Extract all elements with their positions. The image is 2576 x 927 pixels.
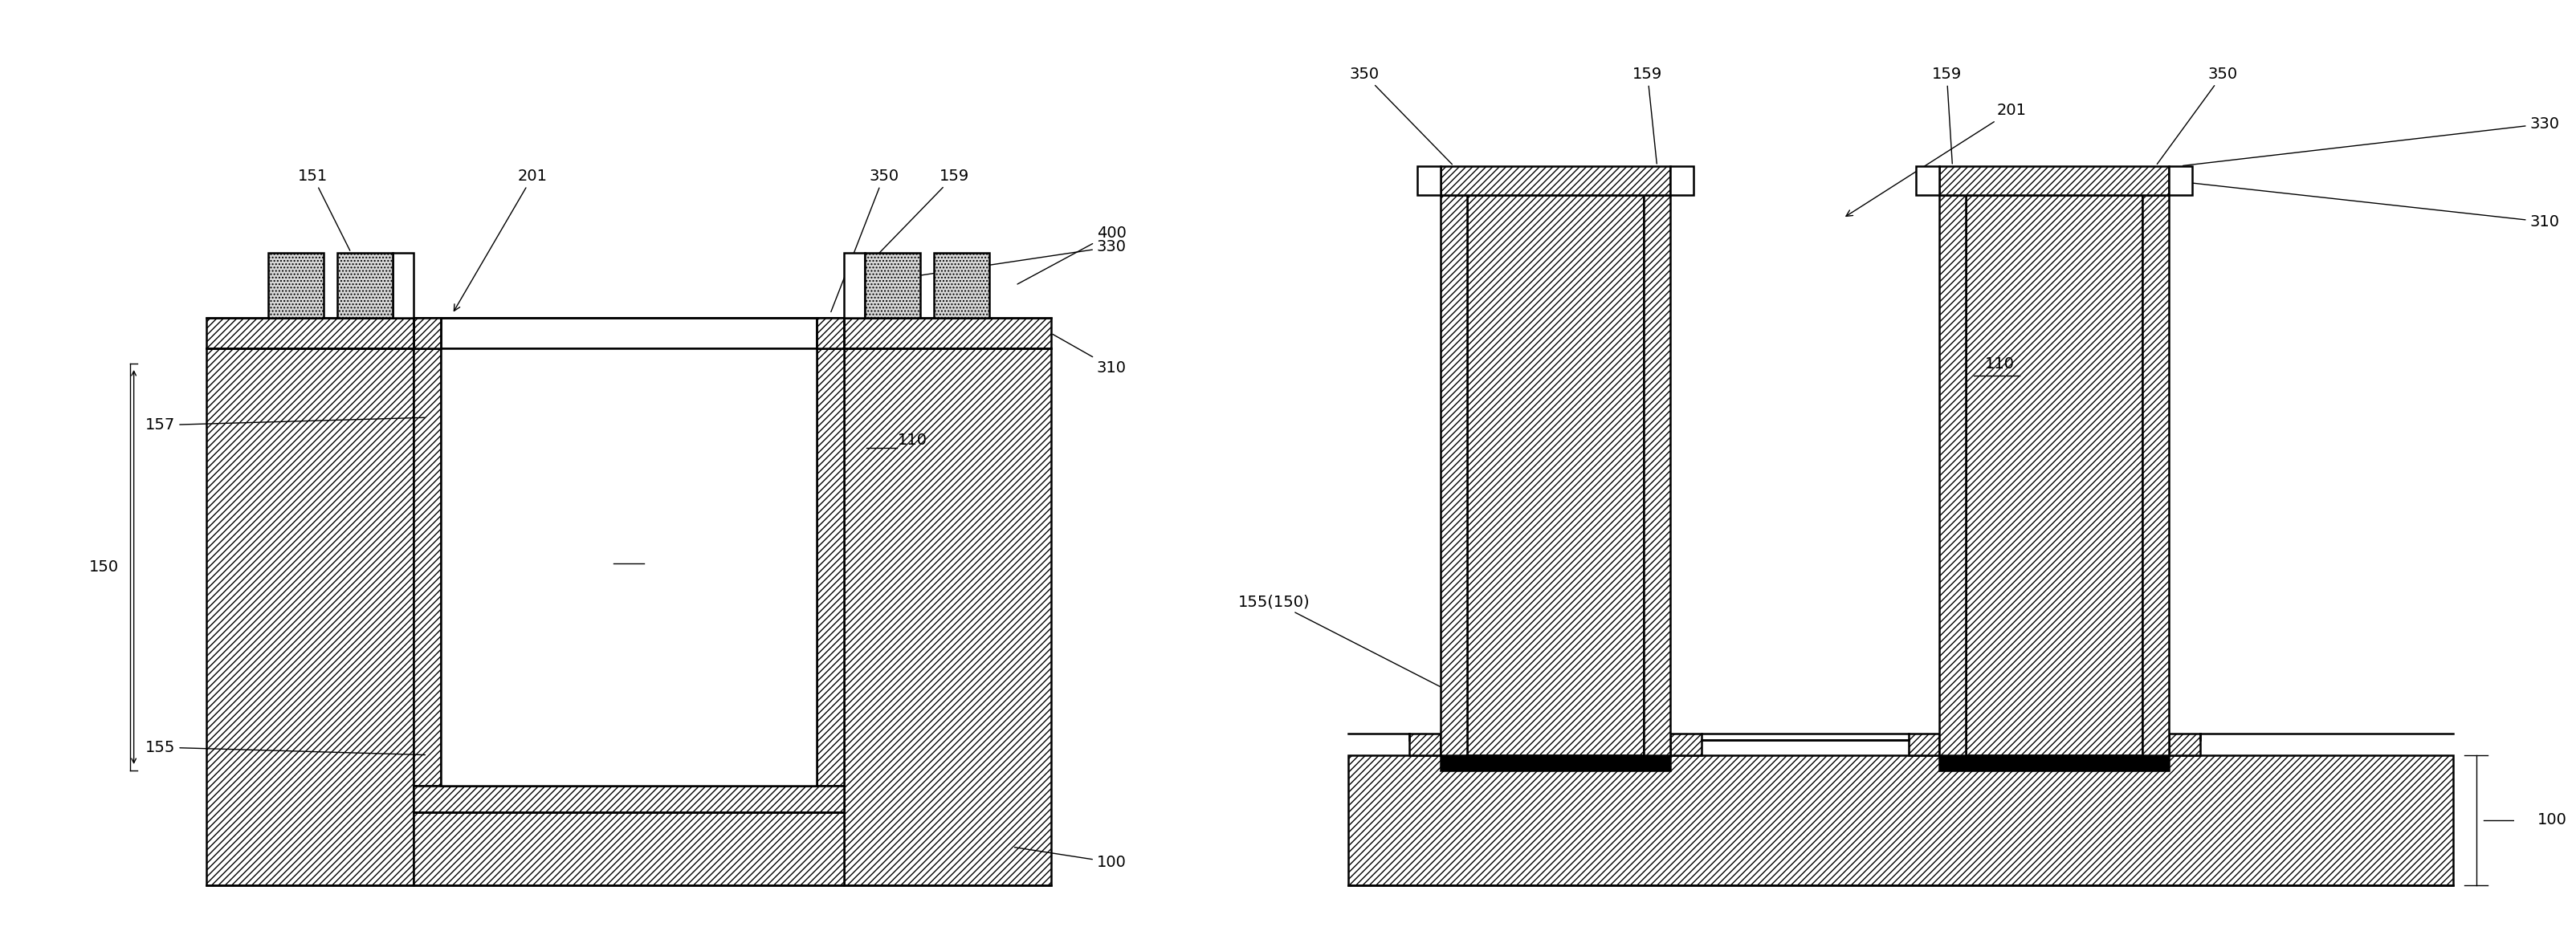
Bar: [440, 349, 817, 785]
Bar: [817, 318, 842, 349]
Text: 159: 159: [1932, 67, 1963, 164]
Bar: [2143, 195, 2169, 755]
Text: 400: 400: [1018, 226, 1126, 285]
Bar: [206, 318, 1051, 349]
Bar: [2169, 733, 2200, 755]
Bar: [415, 785, 842, 812]
Bar: [1417, 166, 1440, 195]
Text: 310: 310: [2172, 181, 2561, 230]
Bar: [935, 252, 989, 318]
Text: 155(150): 155(150): [1239, 594, 1453, 692]
Bar: [1917, 166, 1940, 195]
Text: 330: 330: [858, 239, 1126, 285]
Bar: [842, 349, 1051, 885]
Text: 159: 159: [1633, 67, 1662, 164]
Text: 157: 157: [144, 417, 425, 433]
Bar: [440, 318, 817, 349]
Text: 110: 110: [896, 433, 927, 448]
Text: 100: 100: [2537, 812, 2568, 828]
Bar: [2200, 733, 2452, 740]
Bar: [1909, 733, 1940, 755]
Text: 330: 330: [2182, 116, 2561, 166]
Text: 155: 155: [144, 740, 425, 755]
Bar: [866, 252, 920, 318]
Bar: [1669, 733, 1700, 755]
Text: 350: 350: [2156, 67, 2239, 164]
Bar: [1940, 195, 1965, 755]
Text: 110: 110: [1986, 356, 2014, 372]
Text: 158: 158: [613, 537, 644, 552]
Bar: [1940, 755, 2169, 770]
Bar: [1440, 166, 1669, 195]
Text: 100: 100: [1015, 847, 1126, 870]
Bar: [415, 318, 440, 349]
Bar: [337, 252, 392, 318]
Bar: [268, 252, 325, 318]
Bar: [415, 349, 440, 785]
Bar: [1940, 166, 2169, 195]
Bar: [1643, 195, 1669, 755]
Bar: [817, 349, 842, 785]
Bar: [392, 252, 415, 318]
Text: 159: 159: [855, 169, 969, 277]
Text: 350: 350: [832, 169, 899, 311]
Bar: [1700, 733, 1909, 740]
Bar: [1347, 733, 1409, 740]
Text: 150: 150: [88, 559, 118, 575]
Text: 350: 350: [1350, 67, 1453, 164]
Text: 151: 151: [299, 169, 350, 250]
Bar: [1409, 733, 1440, 755]
Text: 201: 201: [1847, 103, 2027, 216]
Bar: [1347, 755, 2452, 885]
Bar: [1440, 755, 1669, 770]
Bar: [1468, 195, 1643, 755]
Bar: [415, 785, 842, 885]
Bar: [842, 252, 866, 318]
Bar: [1669, 166, 1692, 195]
Text: 310: 310: [1054, 335, 1126, 375]
Bar: [2169, 166, 2192, 195]
Text: 201: 201: [453, 169, 549, 311]
Bar: [206, 349, 415, 885]
Bar: [1440, 195, 1468, 755]
Bar: [1965, 195, 2143, 755]
